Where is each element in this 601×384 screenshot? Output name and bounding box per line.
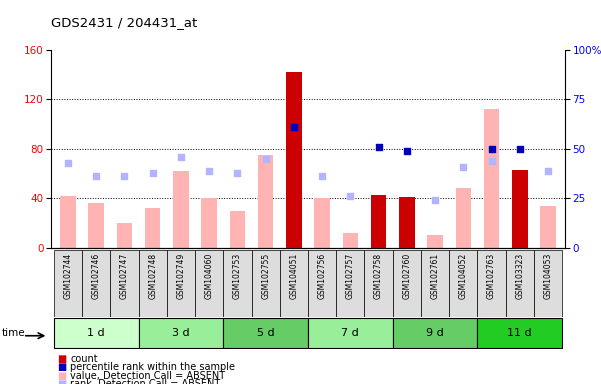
Bar bbox=[421, 250, 449, 317]
Text: 1 d: 1 d bbox=[88, 328, 105, 338]
Bar bbox=[195, 250, 224, 317]
Point bbox=[120, 174, 129, 180]
Point bbox=[515, 146, 525, 152]
Bar bbox=[343, 233, 358, 248]
Bar bbox=[540, 206, 556, 248]
Bar bbox=[364, 250, 392, 317]
Point bbox=[176, 154, 186, 160]
Text: GSM102747: GSM102747 bbox=[120, 253, 129, 299]
Point bbox=[91, 174, 101, 180]
Bar bbox=[82, 250, 111, 317]
Text: ■: ■ bbox=[57, 362, 66, 372]
Point bbox=[289, 124, 299, 130]
Text: GSM102746: GSM102746 bbox=[92, 253, 101, 299]
Point bbox=[543, 167, 553, 174]
Bar bbox=[427, 235, 443, 248]
Bar bbox=[399, 197, 415, 248]
Bar bbox=[534, 250, 562, 317]
Text: GSM102757: GSM102757 bbox=[346, 253, 355, 299]
Text: count: count bbox=[70, 354, 98, 364]
Bar bbox=[117, 223, 132, 248]
Text: rank, Detection Call = ABSENT: rank, Detection Call = ABSENT bbox=[70, 379, 221, 384]
Bar bbox=[314, 198, 330, 248]
Bar bbox=[371, 195, 386, 248]
Bar bbox=[230, 210, 245, 248]
Point bbox=[402, 148, 412, 154]
Point bbox=[430, 197, 440, 203]
Text: ■: ■ bbox=[57, 371, 66, 381]
Point bbox=[63, 160, 73, 166]
Bar bbox=[308, 318, 392, 348]
Text: 11 d: 11 d bbox=[507, 328, 532, 338]
Text: 7 d: 7 d bbox=[341, 328, 359, 338]
Text: GSM103323: GSM103323 bbox=[515, 253, 524, 299]
Bar bbox=[139, 318, 224, 348]
Text: ■: ■ bbox=[57, 354, 66, 364]
Bar bbox=[252, 250, 280, 317]
Bar bbox=[258, 155, 273, 248]
Text: time: time bbox=[2, 328, 25, 338]
Point bbox=[346, 193, 355, 199]
Bar bbox=[477, 250, 505, 317]
Bar bbox=[224, 318, 308, 348]
Point bbox=[374, 144, 383, 150]
Bar bbox=[392, 318, 477, 348]
Text: GSM102753: GSM102753 bbox=[233, 253, 242, 299]
Bar bbox=[60, 196, 76, 248]
Bar bbox=[145, 208, 160, 248]
Bar bbox=[336, 250, 364, 317]
Text: GSM102748: GSM102748 bbox=[148, 253, 157, 299]
Bar bbox=[477, 318, 562, 348]
Text: GSM104053: GSM104053 bbox=[543, 253, 552, 300]
Bar bbox=[54, 250, 82, 317]
Point bbox=[459, 164, 468, 170]
Bar bbox=[111, 250, 139, 317]
Bar bbox=[280, 250, 308, 317]
Point bbox=[487, 157, 496, 164]
Bar bbox=[308, 250, 336, 317]
Point bbox=[487, 146, 496, 152]
Text: 9 d: 9 d bbox=[426, 328, 444, 338]
Text: GSM102760: GSM102760 bbox=[402, 253, 411, 299]
Text: GSM102749: GSM102749 bbox=[177, 253, 186, 299]
Text: value, Detection Call = ABSENT: value, Detection Call = ABSENT bbox=[70, 371, 225, 381]
Point bbox=[261, 156, 270, 162]
Point bbox=[148, 169, 157, 175]
Bar bbox=[173, 171, 189, 248]
Point bbox=[204, 167, 214, 174]
Text: GSM104052: GSM104052 bbox=[459, 253, 468, 299]
Bar bbox=[449, 250, 477, 317]
Bar bbox=[456, 189, 471, 248]
Text: 5 d: 5 d bbox=[257, 328, 275, 338]
Bar bbox=[139, 250, 167, 317]
Text: percentile rank within the sample: percentile rank within the sample bbox=[70, 362, 236, 372]
Text: GSM102744: GSM102744 bbox=[64, 253, 73, 299]
Text: GSM102756: GSM102756 bbox=[318, 253, 326, 299]
Point bbox=[233, 169, 242, 175]
Text: GSM104051: GSM104051 bbox=[290, 253, 298, 299]
Point bbox=[317, 174, 327, 180]
Text: GDS2431 / 204431_at: GDS2431 / 204431_at bbox=[51, 16, 197, 29]
Text: 3 d: 3 d bbox=[172, 328, 190, 338]
Text: GSM102758: GSM102758 bbox=[374, 253, 383, 299]
Text: GSM102761: GSM102761 bbox=[430, 253, 439, 299]
Bar bbox=[505, 250, 534, 317]
Bar bbox=[88, 203, 104, 248]
Bar bbox=[201, 198, 217, 248]
Bar bbox=[392, 250, 421, 317]
Text: GSM102763: GSM102763 bbox=[487, 253, 496, 299]
Bar bbox=[484, 109, 499, 248]
Bar bbox=[512, 170, 528, 248]
Bar bbox=[54, 318, 139, 348]
Bar bbox=[224, 250, 252, 317]
Text: GSM102755: GSM102755 bbox=[261, 253, 270, 299]
Bar bbox=[167, 250, 195, 317]
Text: ■: ■ bbox=[57, 379, 66, 384]
Bar bbox=[286, 72, 302, 248]
Text: GSM104060: GSM104060 bbox=[205, 253, 214, 300]
